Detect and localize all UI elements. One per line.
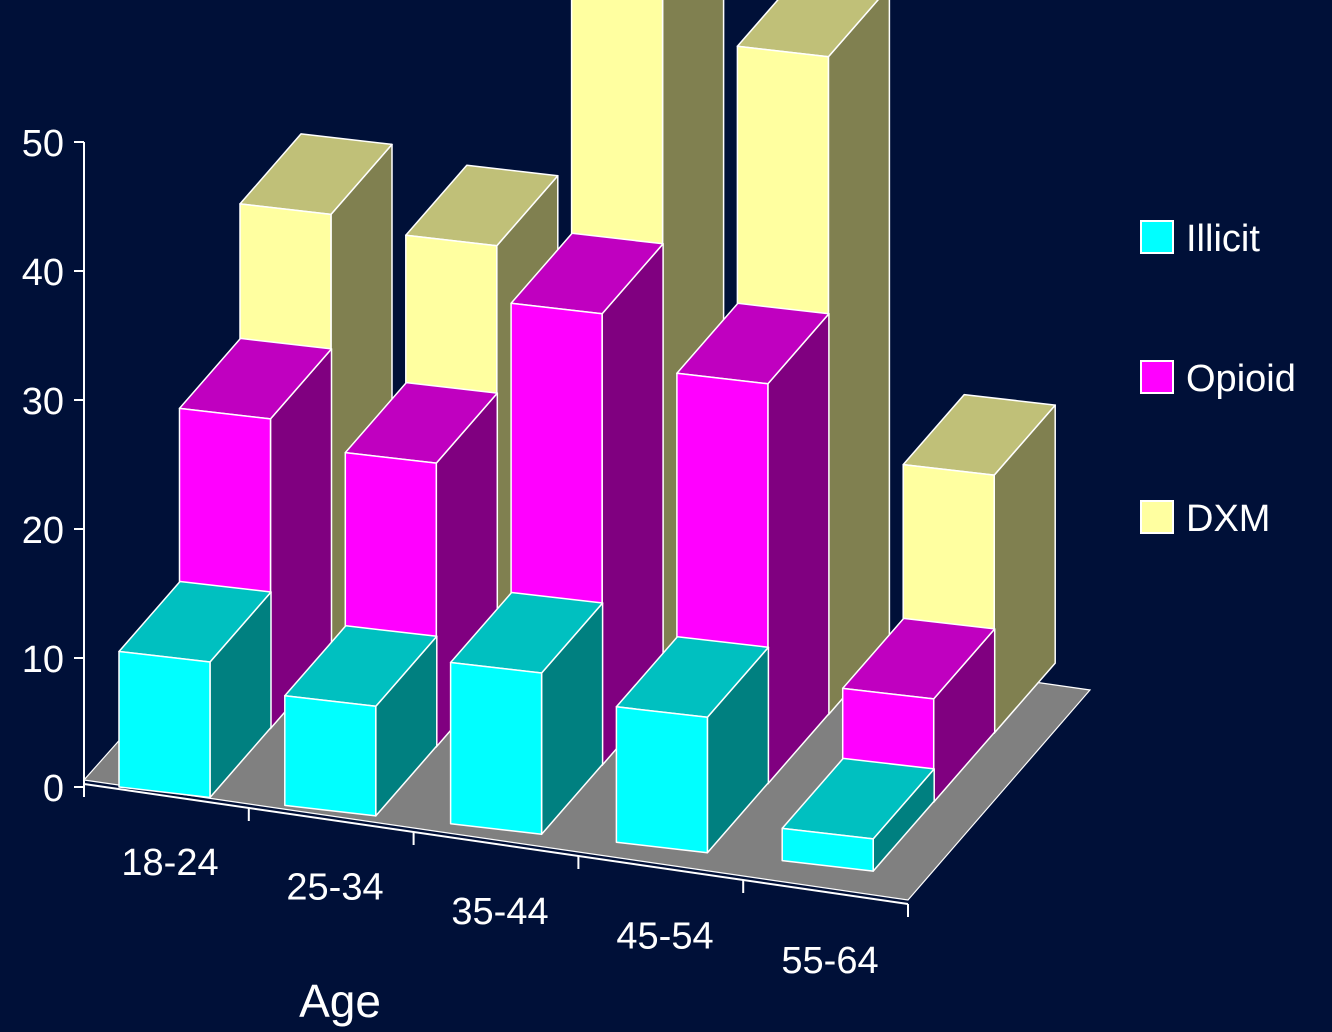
bar-front bbox=[449, 661, 543, 836]
bar-front bbox=[781, 827, 874, 872]
x-tick-label: 18-24 bbox=[121, 842, 218, 884]
legend-item-opioid: Opioid bbox=[1140, 358, 1296, 400]
y-tick-label: 0 bbox=[43, 768, 64, 810]
bar-front bbox=[118, 650, 211, 799]
x-tick-label: 55-64 bbox=[781, 940, 878, 982]
x-tick-label: 25-34 bbox=[286, 867, 383, 909]
x-axis-title: Age bbox=[299, 975, 381, 1027]
bar-front bbox=[284, 695, 377, 817]
x-tick-label: 45-54 bbox=[616, 916, 713, 958]
chart-bar-layer bbox=[118, 0, 1056, 872]
legend-swatch bbox=[1140, 500, 1174, 534]
y-tick-label: 40 bbox=[22, 252, 64, 294]
legend-swatch bbox=[1140, 220, 1174, 254]
bar-illicit-18-24 bbox=[118, 580, 272, 799]
x-tick-label: 35-44 bbox=[451, 891, 548, 933]
chart-legend: Illicit Opioid DXM bbox=[1140, 218, 1296, 540]
x-axis-line bbox=[83, 783, 909, 905]
y-tick-label: 10 bbox=[22, 639, 64, 681]
bar-illicit-25-34 bbox=[284, 625, 438, 817]
legend-label: Opioid bbox=[1186, 358, 1296, 400]
legend-item-dxm: DXM bbox=[1140, 498, 1270, 540]
bar-illicit-45-54 bbox=[615, 636, 770, 854]
bar-side bbox=[827, 0, 891, 716]
legend-label: DXM bbox=[1186, 498, 1270, 540]
y-tick-label: 20 bbox=[22, 510, 64, 552]
chart-axis-layer bbox=[74, 141, 909, 917]
legend-item-illicit: Illicit bbox=[1140, 218, 1260, 260]
bar-illicit-55-64 bbox=[781, 757, 935, 872]
chart-label-layer: 0 10 20 30 40 50 18-24 25-34 35-44 45-54 55-64 bbox=[22, 123, 879, 982]
y-tick-label: 50 bbox=[22, 123, 64, 165]
legend-swatch bbox=[1140, 360, 1174, 394]
legend-label: Illicit bbox=[1186, 218, 1260, 260]
bar-front bbox=[615, 706, 709, 854]
bar-side bbox=[767, 313, 830, 785]
y-tick-label: 30 bbox=[22, 381, 64, 423]
bar-illicit-35-44 bbox=[449, 591, 604, 836]
